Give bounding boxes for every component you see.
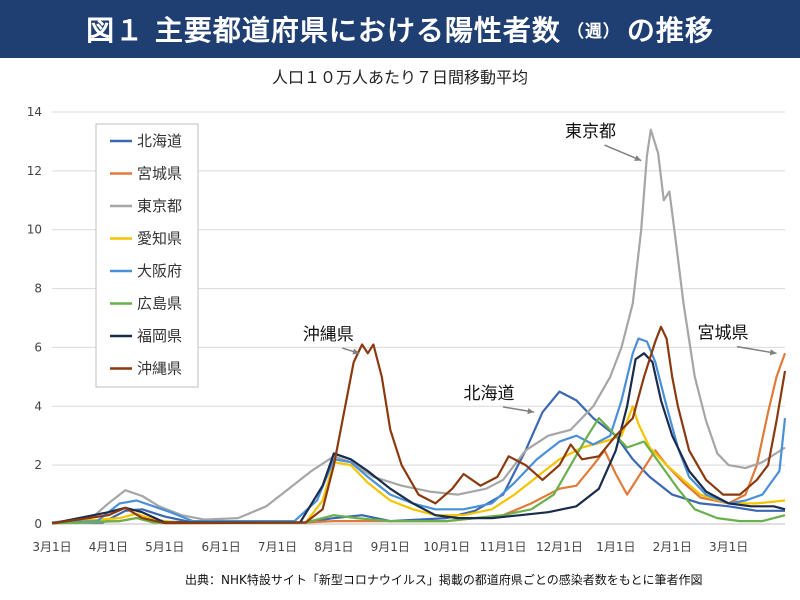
annotation-label: 宮城県: [697, 324, 748, 344]
y-tick-label: 4: [34, 399, 42, 413]
y-tick-label: 8: [34, 282, 42, 296]
legend-item: 東京都: [137, 197, 182, 215]
x-tick-label: 2月1日: [653, 540, 692, 554]
x-tick-label: 3月1日: [709, 540, 748, 554]
chart-title-banner: 図１ 主要都道府県における陽性者数 （週） の推移: [0, 0, 800, 58]
legend-item: 沖縄県: [137, 360, 182, 378]
x-tick-label: 3月1日: [32, 540, 71, 554]
x-tick-label: 9月1日: [371, 540, 410, 554]
x-tick-label: 1月1日: [596, 540, 635, 554]
y-tick-label: 0: [34, 517, 42, 531]
source-note: 出典：NHK特設サイト「新型コロナウイルス」掲載の都道府県ごとの感染者数をもとに…: [185, 573, 703, 587]
x-tick-label: 4月1日: [89, 540, 128, 554]
chart-subtitle: 人口１０万人あたり７日間移動平均: [271, 68, 528, 87]
annotation-arrowhead: [634, 155, 642, 161]
annotation-label: 沖縄県: [303, 325, 354, 345]
chart-title: 図１ 主要都道府県における陽性者数: [86, 14, 561, 47]
annotation-label: 北海道: [463, 384, 514, 404]
annotation-arrow: [604, 144, 642, 162]
x-tick-label: 10月1日: [423, 540, 470, 554]
y-tick-label: 2: [34, 458, 42, 472]
x-tick-label: 12月1日: [536, 540, 583, 554]
annotation-arrowhead: [527, 408, 535, 415]
series-line: [51, 128, 786, 524]
series-line: [51, 352, 786, 525]
y-axis-ticks: 0 2 4 6 8 10 12 14: [27, 105, 42, 531]
x-tick-label: 5月1日: [145, 540, 184, 554]
legend-box: [95, 123, 199, 388]
x-axis-ticks: 3月1日 4月1日 5月1日 6月1日 7月1日 8月1日 9月1日 10月1日 11月1日 12…: [32, 540, 748, 554]
series-line: [51, 337, 787, 524]
x-tick-label: 8月1日: [314, 540, 353, 554]
annotation-arrow: [736, 345, 777, 355]
y-tick-label: 10: [27, 223, 42, 237]
legend-item: 福岡県: [137, 327, 182, 345]
series-line: [52, 390, 785, 524]
chart-title-suffix: （週）: [566, 21, 621, 42]
x-tick-label: 6月1日: [202, 540, 241, 554]
series-lines: [51, 128, 787, 525]
x-tick-label: 7月1日: [258, 540, 297, 554]
y-tick-label: 14: [27, 105, 42, 119]
legend-item: 宮城県: [137, 165, 182, 183]
chart-title-tail: の推移: [626, 14, 714, 47]
legend-item: 北海道: [137, 132, 182, 150]
annotation-label: 東京都: [565, 122, 616, 142]
annotation-arrowhead: [769, 349, 777, 356]
legend-item: 広島県: [137, 295, 182, 313]
series-line: [51, 417, 786, 525]
annotation-arrowhead: [352, 348, 360, 355]
legend-item: 大阪府: [137, 262, 182, 280]
legend-item: 愛知県: [137, 230, 182, 248]
x-tick-label: 11月1日: [480, 540, 527, 554]
series-line: [51, 325, 787, 525]
y-tick-label: 12: [27, 164, 42, 178]
y-tick-label: 6: [34, 340, 42, 354]
